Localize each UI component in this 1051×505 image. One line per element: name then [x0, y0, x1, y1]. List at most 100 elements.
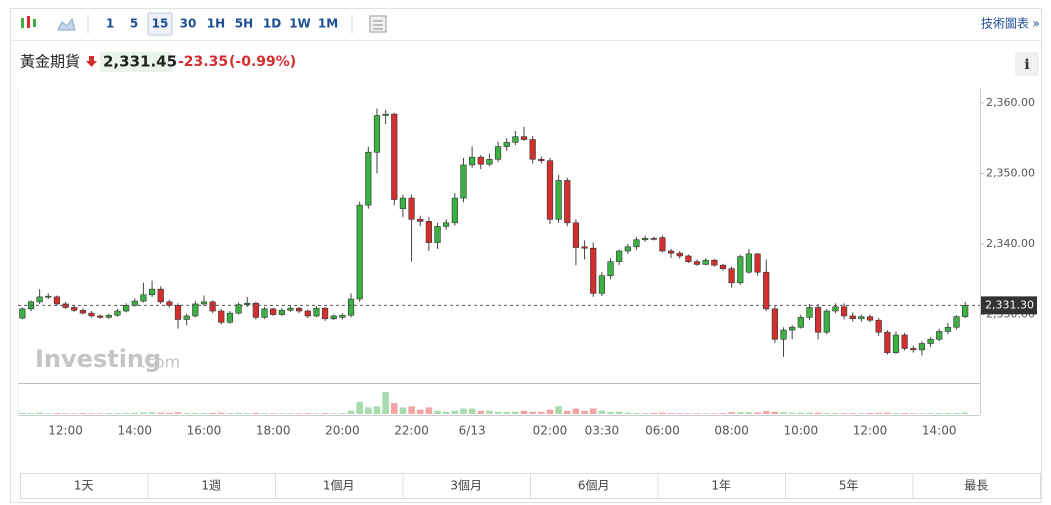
volume-bar [944, 412, 952, 414]
candle-body [667, 250, 675, 254]
candle-body [616, 250, 623, 262]
volume-bar [200, 413, 208, 414]
range-button[interactable]: 5年 [839, 479, 859, 493]
candle-body [304, 310, 311, 317]
candle-body [728, 268, 735, 284]
x-tick-label: 18:00 [256, 424, 291, 438]
candle-body [425, 221, 432, 243]
candle-body [105, 314, 112, 318]
candle-body [745, 253, 753, 273]
volume-bar [460, 408, 467, 414]
volume-bar [399, 407, 407, 414]
x-tick-label: 02:00 [533, 424, 568, 438]
range-button[interactable]: 最長 [964, 479, 988, 493]
range-button[interactable]: 1年 [711, 479, 731, 493]
candle-body [503, 142, 510, 147]
volume-bar [226, 413, 234, 414]
volume-bar [468, 408, 476, 414]
volume-bar [538, 411, 545, 414]
interval-button[interactable]: 1 [106, 17, 114, 31]
candle-body [339, 314, 346, 318]
tech-chart-link[interactable]: 技術圖表 » [981, 17, 1040, 31]
volume-bar [19, 412, 26, 414]
candle-body [287, 307, 294, 311]
interval-button[interactable]: 30 [180, 17, 197, 31]
candle-body [910, 348, 917, 351]
volume-bar [728, 412, 735, 414]
candle-icon[interactable] [21, 16, 36, 28]
candle-body [200, 301, 208, 305]
volume-bar [295, 413, 303, 414]
volume-bar [373, 406, 381, 414]
candle-body [953, 316, 960, 328]
interval-button[interactable]: 5H [235, 17, 253, 31]
candle-body [71, 307, 78, 311]
volume-bar [918, 413, 926, 414]
volume-bar [676, 413, 684, 414]
down-arrow [86, 56, 97, 67]
volume-bar [157, 412, 165, 414]
frame [10, 8, 1042, 503]
volume-bar [771, 411, 779, 414]
info-button[interactable]: i [1024, 57, 1029, 73]
volume-bar [624, 412, 632, 414]
volume-bar [114, 413, 121, 414]
candle-body [581, 246, 588, 249]
candle-body [209, 301, 216, 312]
range-button-bg[interactable] [785, 473, 914, 499]
volume-bar [261, 413, 268, 414]
candle-body [88, 312, 95, 317]
candle-body [676, 252, 683, 257]
candle-body [244, 302, 251, 305]
range-button-bg[interactable] [402, 473, 531, 499]
candle-body [192, 303, 199, 317]
interval-button[interactable]: 1M [318, 17, 338, 31]
candle-body [754, 253, 761, 273]
candle-body [529, 139, 536, 160]
candle-body [399, 197, 407, 209]
interval-button[interactable]: 5 [130, 17, 138, 31]
candle-body [771, 308, 778, 340]
y-tick-label: 2,360.00 [986, 96, 1035, 109]
volume-bar [382, 392, 389, 414]
volume-bar [961, 412, 969, 414]
interval-button[interactable]: 15 [152, 17, 169, 31]
range-button[interactable]: 6個月 [578, 479, 610, 493]
info-button-bg[interactable] [1015, 52, 1039, 76]
range-button[interactable]: 1個月 [323, 479, 355, 493]
candle-body [157, 288, 164, 303]
volume-bar [278, 413, 286, 414]
x-tick-label: 16:00 [187, 424, 222, 438]
range-button-bg[interactable] [530, 473, 659, 499]
volume-bar [884, 412, 891, 414]
candle-body [140, 294, 147, 302]
candle-body [417, 218, 424, 222]
range-button-bg[interactable] [275, 473, 404, 499]
area-icon[interactable] [57, 17, 76, 31]
volume-bar [892, 413, 900, 414]
candle-body [408, 197, 415, 220]
volume-bar [641, 413, 649, 414]
interval-button[interactable]: 1D [263, 17, 281, 31]
volume-bar [797, 412, 805, 414]
interval-button[interactable]: 1H [207, 17, 225, 31]
range-button-bg[interactable] [912, 473, 1041, 499]
candle-body [261, 308, 268, 318]
range-button[interactable]: 1天 [74, 479, 94, 493]
range-button[interactable]: 3個月 [450, 479, 482, 493]
table-icon[interactable] [369, 15, 387, 33]
last-price-box [981, 296, 1037, 315]
volume-bar [667, 413, 675, 414]
price: 2,331.45 [103, 53, 177, 71]
volume-bar [365, 407, 372, 414]
volume-bar [209, 412, 216, 414]
range-button[interactable]: 1週 [201, 479, 221, 493]
candle-body [313, 307, 320, 317]
candle-body [962, 305, 969, 317]
candle-body [564, 180, 571, 224]
interval-button[interactable]: 1W [289, 17, 311, 31]
volume-bar [321, 413, 329, 414]
candle-body [719, 264, 727, 269]
volume-bar [131, 412, 139, 414]
candle-body [123, 305, 130, 312]
